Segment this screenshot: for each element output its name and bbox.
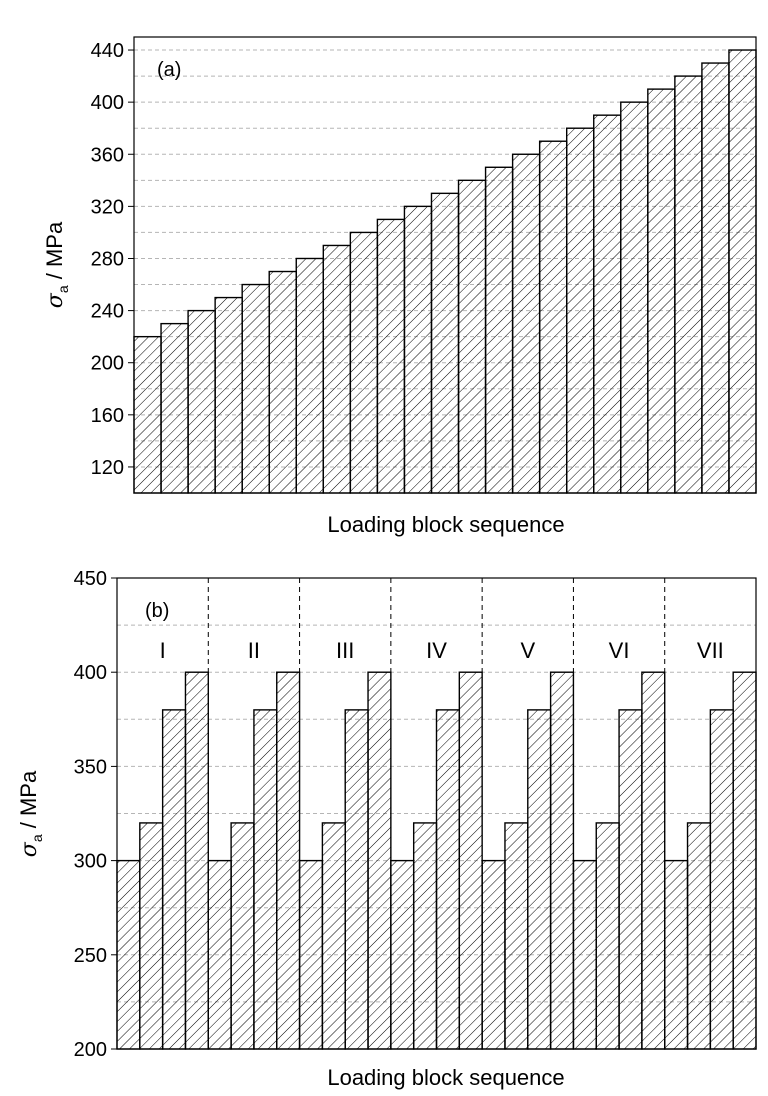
bar — [430, 192, 460, 494]
bar — [484, 166, 514, 494]
bar — [116, 859, 141, 1050]
bar — [187, 309, 216, 494]
bar — [549, 671, 575, 1050]
bar — [276, 671, 301, 1050]
y-axis-symbol-a: σ — [43, 292, 68, 308]
bar — [161, 709, 187, 1050]
y-tick-label: 300 — [74, 851, 107, 873]
group-label: II — [248, 638, 260, 663]
y-ticks-a: 120 160 200 240 280 320 360 400 440 — [91, 40, 134, 479]
bar — [618, 709, 643, 1050]
bar — [647, 88, 676, 494]
bar — [732, 671, 757, 1050]
group-label: IV — [426, 638, 447, 663]
bar — [674, 75, 703, 494]
bar — [268, 270, 297, 494]
bar — [504, 822, 529, 1050]
y-axis-subscript-a: a — [55, 285, 71, 293]
y-tick-label: 200 — [91, 353, 124, 375]
bar — [298, 859, 324, 1050]
bar — [390, 859, 415, 1050]
bar — [321, 822, 346, 1050]
y-ticks-b: 200 250 300 350 400 450 — [74, 568, 117, 1061]
y-tick-label: 450 — [74, 568, 107, 590]
bar — [481, 859, 506, 1050]
panel-label-b: (b) — [145, 600, 169, 622]
y-tick-label: 160 — [91, 405, 124, 427]
bar — [241, 283, 270, 494]
bar — [641, 671, 666, 1050]
bars-a — [133, 49, 757, 494]
bar — [230, 822, 255, 1050]
bar — [349, 231, 379, 494]
group-label: III — [336, 638, 354, 663]
plot-frame-a — [133, 36, 757, 494]
bar — [595, 822, 620, 1050]
y-axis-unit-b: / MPa — [16, 770, 41, 834]
bar — [412, 822, 438, 1050]
bar — [527, 709, 552, 1050]
bar — [403, 205, 433, 494]
y-tick-label: 400 — [91, 92, 124, 114]
bar — [139, 822, 164, 1050]
bars-b — [116, 671, 757, 1050]
y-tick-label: 240 — [91, 301, 124, 323]
x-axis-label-b: Loading block sequence — [327, 1065, 564, 1090]
y-tick-label: 360 — [91, 144, 124, 166]
plot-frame-b — [116, 577, 757, 1050]
bar — [435, 709, 461, 1050]
y-axis-symbol-b: σ — [17, 841, 42, 857]
bar — [709, 709, 734, 1050]
panel-label-a: (a) — [157, 59, 181, 81]
y-tick-label: 200 — [74, 1039, 107, 1061]
bar — [457, 179, 487, 494]
chart-panel-a: 120 160 200 240 280 320 360 400 440 (a) Loading … — [42, 36, 757, 537]
bar — [458, 671, 483, 1050]
y-tick-label: 400 — [74, 662, 107, 684]
bar — [572, 859, 597, 1050]
group-label: V — [520, 638, 535, 663]
bar — [593, 114, 622, 494]
y-axis-label-a: σa / MPa — [42, 221, 71, 308]
bar — [295, 257, 325, 494]
group-label: I — [160, 638, 166, 663]
bar — [728, 49, 757, 494]
group-label: VI — [609, 638, 630, 663]
bar — [214, 296, 243, 494]
bar — [253, 709, 278, 1050]
bar — [160, 322, 189, 494]
bar — [538, 140, 568, 494]
bar — [133, 335, 162, 494]
y-tick-label: 320 — [91, 196, 124, 218]
y-tick-label: 350 — [74, 756, 107, 778]
bar — [344, 709, 369, 1050]
y-tick-label: 250 — [74, 945, 107, 967]
y-tick-label: 440 — [91, 40, 124, 62]
y-axis-unit-a: / MPa — [42, 221, 67, 285]
bar — [207, 859, 232, 1050]
bar — [701, 62, 730, 494]
group-labels-b: I II III IV V VI VII — [160, 638, 724, 663]
x-axis-label-a: Loading block sequence — [327, 512, 564, 537]
bar — [686, 822, 712, 1050]
bar — [511, 153, 541, 494]
bar — [620, 101, 649, 494]
y-tick-label: 120 — [91, 457, 124, 479]
bar — [376, 218, 406, 494]
bar — [565, 127, 595, 494]
y-tick-label: 280 — [91, 248, 124, 270]
bar — [184, 671, 209, 1050]
group-separators-b — [207, 578, 666, 673]
bar — [322, 244, 352, 494]
y-axis-subscript-b: a — [29, 834, 45, 842]
group-label: VII — [697, 638, 724, 663]
bar — [664, 859, 689, 1050]
y-axis-label-b: σa / MPa — [16, 770, 45, 857]
bar — [367, 671, 392, 1050]
